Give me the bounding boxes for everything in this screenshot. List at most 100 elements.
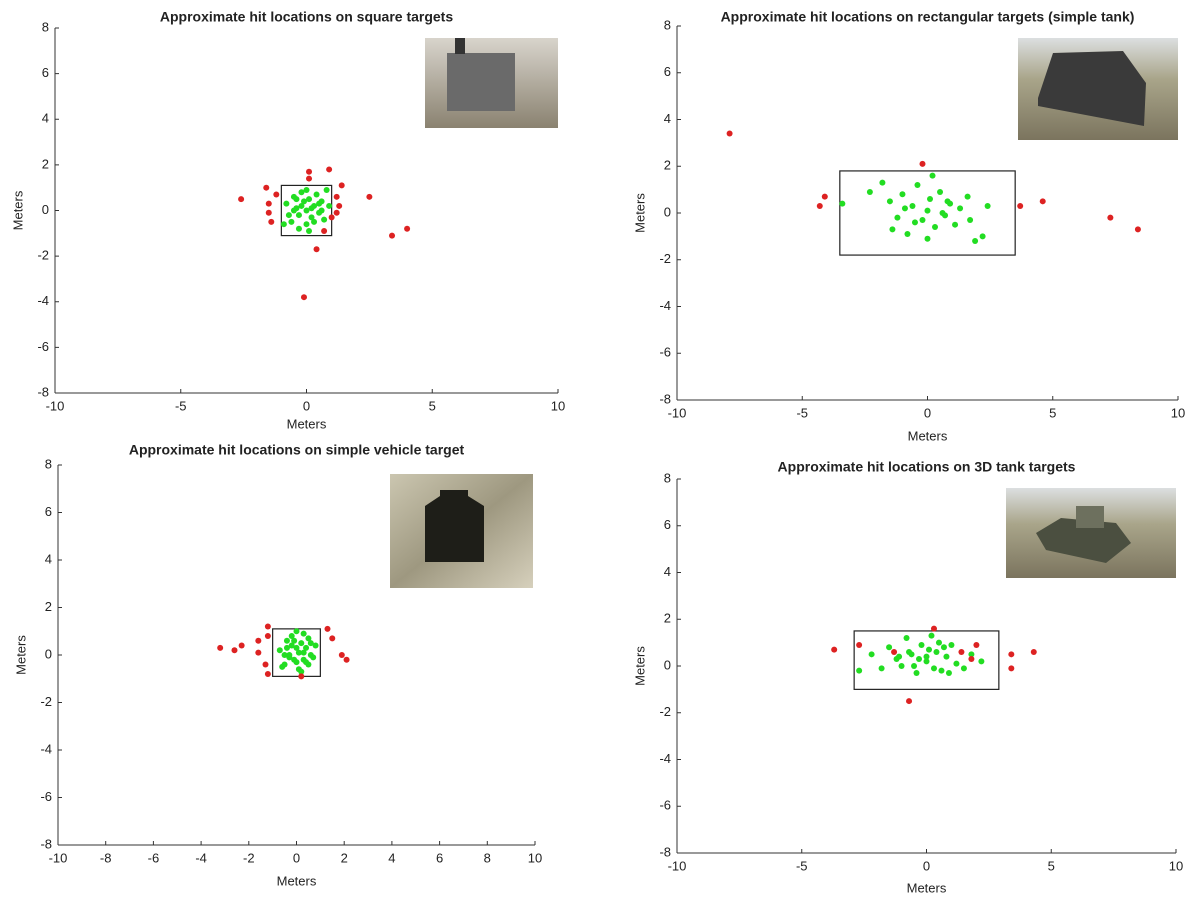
hit-point (901, 205, 908, 212)
hit-point (306, 168, 313, 175)
x-tick-label: 6 (436, 850, 443, 865)
x-tick-label: 10 (1169, 858, 1183, 873)
y-tick-label: -8 (37, 384, 49, 399)
hit-point (283, 637, 290, 644)
hit-point (1030, 648, 1037, 655)
x-tick-label: -5 (796, 405, 808, 420)
hit-point (313, 246, 320, 253)
target-box (280, 184, 333, 237)
hit-point (856, 641, 863, 648)
y-tick-label: -4 (37, 293, 49, 308)
x-tick-label: -10 (668, 858, 687, 873)
y-tick-label: 8 (664, 17, 671, 32)
hit-point (972, 238, 979, 245)
hit-point (268, 218, 275, 225)
y-tick-label: -8 (40, 836, 52, 851)
hit-point (943, 653, 950, 660)
y-tick-label: -8 (659, 391, 671, 406)
x-tick-label: 5 (1048, 858, 1055, 873)
hit-point (918, 641, 925, 648)
hit-point (1008, 651, 1015, 658)
hit-point (303, 207, 310, 214)
hit-point (308, 214, 315, 221)
x-tick-label: 0 (924, 405, 931, 420)
y-tick-label: 6 (664, 64, 671, 79)
hit-point (899, 191, 906, 198)
hit-point (316, 200, 323, 207)
hit-point (338, 182, 345, 189)
y-tick-label: -6 (659, 345, 671, 360)
hit-point (821, 193, 828, 200)
hit-point (886, 198, 893, 205)
hit-point (879, 179, 886, 186)
x-tick-label: -2 (243, 850, 255, 865)
y-tick-label: 0 (45, 646, 52, 661)
hit-point (300, 630, 307, 637)
x-tick-label: 10 (551, 398, 565, 413)
y-tick-label: 4 (664, 111, 671, 126)
hit-point (265, 200, 272, 207)
y-tick-label: -2 (37, 248, 49, 263)
hit-point (264, 633, 271, 639)
hit-point (968, 655, 975, 662)
hit-point (298, 202, 305, 209)
hit-point (276, 647, 283, 654)
hit-point (816, 202, 823, 209)
hit-point (323, 186, 330, 193)
x-tick-label: 10 (528, 850, 542, 865)
hit-point (262, 661, 269, 668)
x-axis-label: Meters (908, 428, 948, 443)
hit-point (953, 660, 960, 667)
x-tick-label: 5 (429, 398, 436, 413)
chart-title: Approximate hit locations on 3D tank tar… (778, 459, 1076, 475)
hit-point (293, 628, 300, 635)
y-tick-label: -4 (659, 298, 671, 313)
hit-point (293, 659, 300, 666)
y-tick-label: 2 (664, 158, 671, 173)
hit-point (911, 663, 918, 669)
hit-point (856, 667, 863, 674)
y-tick-label: -2 (659, 704, 671, 719)
y-tick-label: -8 (659, 844, 671, 859)
hit-point (300, 294, 307, 301)
y-tick-label: 8 (664, 470, 671, 485)
hit-point (930, 665, 937, 672)
x-tick-label: -8 (100, 850, 112, 865)
hit-point (866, 188, 873, 195)
inset-post (455, 38, 465, 54)
hit-point (238, 196, 245, 203)
hit-point (945, 670, 952, 677)
hit-point (300, 198, 307, 205)
hit-point (914, 181, 921, 188)
hit-point (281, 652, 288, 658)
hit-point (298, 673, 305, 680)
hit-point (978, 658, 985, 665)
x-tick-label: 0 (293, 850, 300, 865)
hit-point (913, 670, 920, 677)
y-tick-label: 6 (42, 65, 49, 80)
hit-point (938, 667, 945, 674)
hit-point (1107, 214, 1114, 221)
hit-point (1134, 226, 1141, 233)
y-tick-label: -6 (40, 789, 52, 804)
hit-point (264, 671, 271, 677)
hit-point (1039, 198, 1046, 205)
hit-point (984, 202, 991, 209)
hit-point (968, 651, 975, 658)
hit-point (300, 656, 307, 663)
hit-point (924, 235, 931, 242)
hit-point (307, 640, 314, 647)
hit-point (273, 191, 280, 198)
hit-point (939, 210, 946, 216)
y-tick-label: 8 (45, 456, 52, 471)
hit-point (298, 668, 305, 675)
hit-point (919, 160, 926, 167)
y-tick-label: 2 (45, 599, 52, 614)
hit-point (305, 661, 312, 668)
hit-point (964, 193, 971, 200)
x-tick-label: 4 (388, 850, 395, 865)
hit-point (329, 635, 336, 642)
y-tick-label: 2 (664, 611, 671, 626)
hit-point (919, 217, 926, 224)
hit-point (283, 200, 290, 207)
